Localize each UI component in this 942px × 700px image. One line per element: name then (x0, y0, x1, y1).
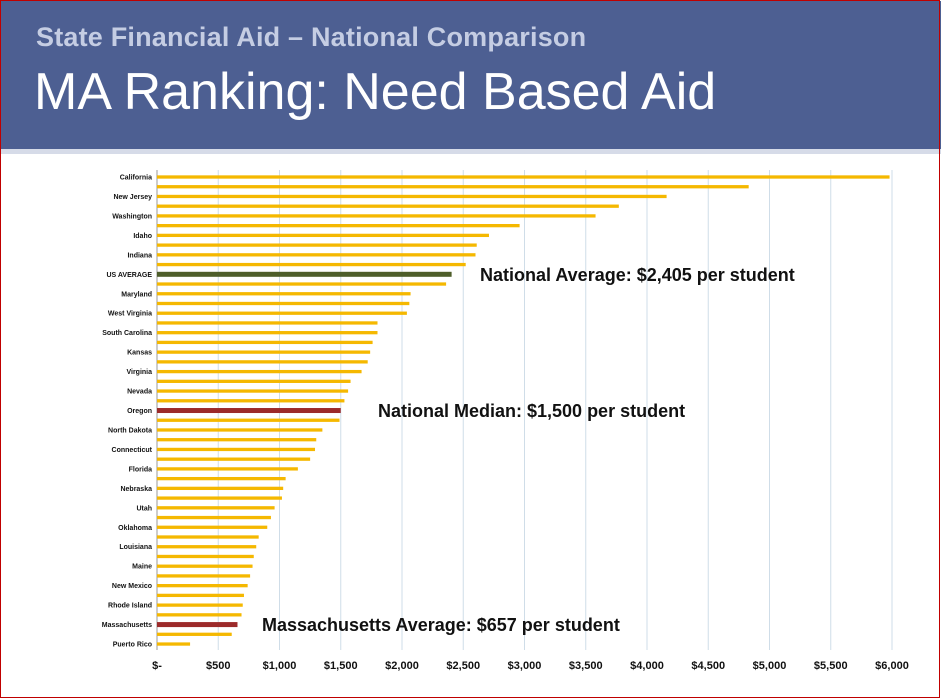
category-label: Nevada (127, 389, 152, 396)
bar (157, 321, 378, 325)
bar (157, 389, 349, 393)
slide-subtitle: State Financial Aid – National Compariso… (36, 22, 587, 52)
category-label: Oklahoma (118, 525, 152, 532)
bar (157, 282, 447, 286)
category-label: Florida (129, 466, 152, 473)
bars (157, 175, 890, 646)
annotation-label: National Average: $2,405 per student (480, 265, 795, 285)
bar (157, 350, 371, 354)
x-tick-label: $5,000 (753, 660, 787, 672)
bar (157, 525, 268, 529)
bar (157, 408, 341, 414)
x-tick-label: $1,000 (263, 660, 297, 672)
category-label: Nebraska (120, 486, 152, 493)
bar (157, 554, 254, 559)
x-tick-label: $5,500 (814, 660, 848, 672)
category-label: Connecticut (112, 447, 153, 454)
bar (157, 447, 316, 452)
bar (157, 253, 476, 257)
bar (157, 301, 410, 306)
category-label: New Jersey (113, 194, 152, 201)
bar (157, 632, 232, 636)
bar (157, 506, 275, 510)
bar (157, 486, 284, 491)
category-label: Oregon (127, 408, 152, 415)
category-label: Washington (112, 213, 152, 220)
x-tick-label: $3,000 (508, 660, 542, 672)
bar (157, 311, 407, 315)
bar (157, 457, 311, 461)
bar (157, 204, 619, 208)
bar (157, 467, 298, 471)
category-label: South Carolina (102, 330, 152, 337)
bar (157, 622, 238, 628)
x-tick-label: $2,500 (446, 660, 480, 672)
bar (157, 613, 242, 617)
annotation-label: Massachusetts Average: $657 per student (262, 615, 620, 635)
bar (157, 340, 373, 345)
bar (157, 496, 282, 500)
bar (157, 224, 520, 228)
x-tick-label: $6,000 (875, 660, 909, 672)
bar (157, 418, 340, 422)
slide-header (1, 1, 941, 149)
category-label: Idaho (133, 233, 152, 240)
bar (157, 379, 351, 383)
category-label: Louisiana (119, 544, 152, 551)
bar (157, 175, 890, 179)
category-label: Maryland (121, 291, 152, 298)
bar (157, 233, 489, 238)
bar (157, 214, 596, 218)
category-label: Kansas (127, 350, 152, 357)
annotations: National Average: $2,405 per student Nati… (262, 265, 795, 635)
header-divider (1, 149, 941, 154)
bar (157, 185, 749, 189)
bar (157, 438, 317, 442)
category-label: West Virginia (108, 311, 152, 318)
bar (157, 428, 323, 432)
category-label: Indiana (127, 252, 152, 259)
bar (157, 262, 466, 267)
bar (157, 399, 345, 403)
category-label: California (120, 175, 152, 182)
category-label: North Dakota (108, 427, 152, 434)
category-label: Virginia (126, 369, 152, 376)
bar (157, 369, 362, 374)
bar (157, 515, 271, 520)
x-tick-label: $- (152, 660, 162, 672)
x-tick-label: $3,500 (569, 660, 603, 672)
bar (157, 476, 286, 481)
bar (157, 243, 477, 247)
category-label: Puerto Rico (113, 642, 152, 649)
bar (157, 292, 411, 296)
slide-title: MA Ranking: Need Based Aid (34, 63, 717, 121)
bar (157, 642, 191, 646)
bar (157, 593, 244, 598)
category-label: US AVERAGE (106, 272, 152, 279)
x-tick-label: $2,000 (385, 660, 419, 672)
x-tick-label: $4,000 (630, 660, 664, 672)
bar (157, 584, 248, 588)
category-label: Massachusetts (102, 622, 152, 629)
bar (157, 271, 452, 277)
x-tick-label: $1,500 (324, 660, 358, 672)
category-label: New Mexico (112, 583, 152, 590)
x-tick-label: $4,500 (691, 660, 725, 672)
category-label: Rhode Island (108, 603, 152, 610)
annotation-label: National Median: $1,500 per student (378, 401, 685, 421)
bar (157, 574, 251, 578)
category-labels: California New Jersey Washington Idaho India… (102, 175, 153, 649)
bar (157, 564, 253, 568)
x-axis-tick-labels: $- $500 $1,000 $1,500 $2,000 $2,500 $3,000 $3,5… (152, 660, 909, 672)
bar (157, 360, 368, 364)
bar (157, 194, 667, 199)
x-tick-label: $500 (206, 660, 230, 672)
category-label: Maine (132, 564, 152, 571)
bar (157, 331, 378, 335)
bar (157, 603, 243, 607)
bar (157, 545, 257, 549)
category-label: Utah (136, 505, 152, 512)
bar (157, 535, 259, 539)
